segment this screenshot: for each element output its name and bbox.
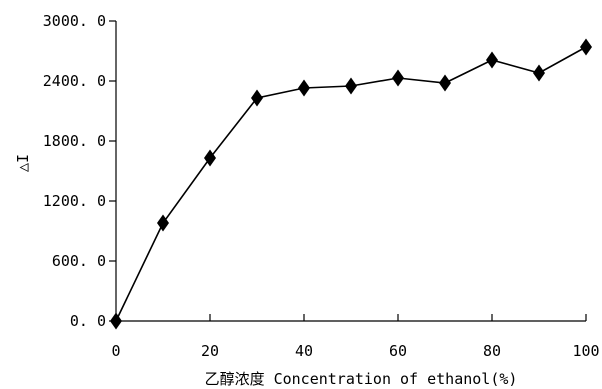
x-tick-label: 40 [295,342,313,360]
x-tick-label: 100 [572,342,599,360]
y-tick-label: 3000. 0 [43,12,106,30]
data-point-marker [345,77,357,95]
y-ticks: 0. 0 600. 0 1200. 0 1800. 0 2400. 0 3000. 0 [43,12,116,330]
x-tick-label: 20 [201,342,219,360]
data-point-marker [204,149,216,167]
data-point-marker [439,74,451,92]
data-point-marker [580,38,592,56]
y-axis-title: △I [14,154,32,172]
x-axis-title: 乙醇浓度 Concentration of ethanol(%) [205,370,518,388]
data-point-marker [533,64,545,82]
y-tick-label: 2400. 0 [43,72,106,90]
x-tick-label: 0 [111,342,120,360]
data-point-marker [110,312,122,330]
y-tick-label: 1200. 0 [43,192,106,210]
data-point-marker [251,89,263,107]
data-point-marker [298,79,310,97]
y-tick-label: 0. 0 [70,312,106,330]
y-tick-label: 600. 0 [52,252,106,270]
data-point-marker [486,51,498,69]
x-tick-label: 60 [389,342,407,360]
data-point-marker [392,69,404,87]
x-tick-label: 80 [483,342,501,360]
data-point-marker [157,214,169,232]
x-ticks: 0 20 40 60 80 100 [111,314,600,360]
y-tick-label: 1800. 0 [43,132,106,150]
series-group [110,38,592,330]
axes [115,21,586,322]
